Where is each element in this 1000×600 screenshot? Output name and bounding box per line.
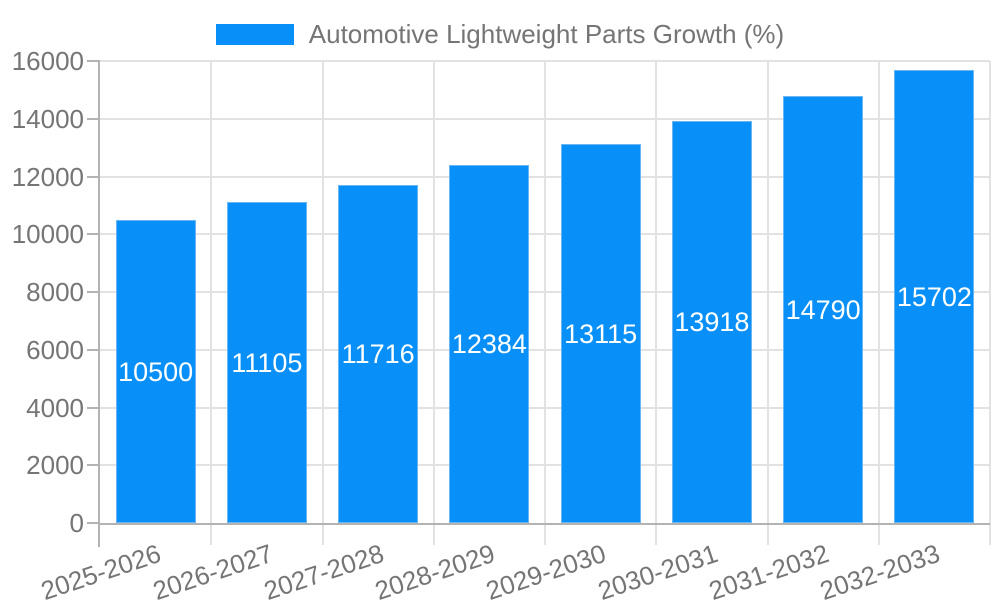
y-axis-label: 6000 xyxy=(26,334,84,365)
gridline-vertical xyxy=(321,61,324,545)
gridline-vertical xyxy=(989,61,991,545)
y-axis-label: 16000 xyxy=(11,46,84,76)
y-axis-label: 12000 xyxy=(11,161,84,192)
bar-2031-2032[interactable] xyxy=(783,96,864,523)
bar-value-label: 10500 xyxy=(118,356,194,387)
bar-2032-2033[interactable] xyxy=(894,70,975,523)
bar-value-label: 15702 xyxy=(896,281,972,312)
bar-2030-2031[interactable] xyxy=(671,121,752,523)
bar-value-label: 11105 xyxy=(231,347,303,378)
bar-value-label: 14790 xyxy=(785,294,861,325)
gridline-vertical xyxy=(655,61,658,545)
gridline-vertical xyxy=(766,61,769,545)
y-axis-tick xyxy=(87,406,100,409)
bar-2026-2027[interactable] xyxy=(226,202,307,523)
x-axis-label: 2029-2030 xyxy=(482,538,610,600)
x-axis-label: 2025-2026 xyxy=(37,538,165,600)
y-axis-tick xyxy=(87,117,100,120)
x-axis-label: 2030-2031 xyxy=(593,538,722,600)
y-axis-tick xyxy=(87,522,100,524)
y-axis-tick xyxy=(87,291,100,293)
legend-label: Automotive Lightweight Parts Growth (%) xyxy=(308,19,785,49)
y-axis-tick xyxy=(87,175,100,178)
y-axis-label: 0 xyxy=(69,508,84,538)
bar-value-label: 11716 xyxy=(341,339,415,369)
legend[interactable]: Automotive Lightweight Parts Growth (%) xyxy=(0,20,1000,48)
legend-swatch-icon xyxy=(215,23,294,45)
y-axis-line xyxy=(98,61,100,547)
bar-value-label: 13115 xyxy=(564,318,638,349)
y-axis-label: 14000 xyxy=(11,103,84,134)
y-axis-tick xyxy=(87,348,100,351)
y-axis-tick xyxy=(87,233,100,236)
x-axis-label: 2028-2029 xyxy=(371,538,499,600)
y-axis-tick xyxy=(87,464,100,467)
x-axis-label: 2031-2032 xyxy=(704,538,833,600)
bar-2029-2030[interactable] xyxy=(560,144,641,523)
x-axis-line xyxy=(98,523,990,525)
x-axis-label: 2027-2028 xyxy=(259,538,388,600)
y-axis-label: 10000 xyxy=(11,219,84,250)
y-axis-label: 4000 xyxy=(26,392,84,423)
bar-2027-2028[interactable] xyxy=(338,185,419,523)
x-axis-label: 2026-2027 xyxy=(148,538,277,600)
x-axis-label: 2032-2033 xyxy=(816,538,944,600)
bar-value-label: 13918 xyxy=(674,307,750,337)
plot-area: 0 2000 4000 6000 8000 10000 12000 14000 16000 105… xyxy=(12,46,991,600)
bar-2028-2029[interactable] xyxy=(449,165,530,523)
gridline-vertical xyxy=(210,61,213,545)
gridline-vertical xyxy=(544,61,546,545)
y-axis-tick xyxy=(87,60,100,62)
gridline-vertical xyxy=(877,61,880,545)
gridline-vertical xyxy=(432,61,435,545)
bar-2025-2026[interactable] xyxy=(115,220,196,523)
bar-value-label: 12384 xyxy=(451,329,527,359)
y-axis-label: 8000 xyxy=(26,277,84,307)
y-axis-label: 2000 xyxy=(26,450,84,481)
